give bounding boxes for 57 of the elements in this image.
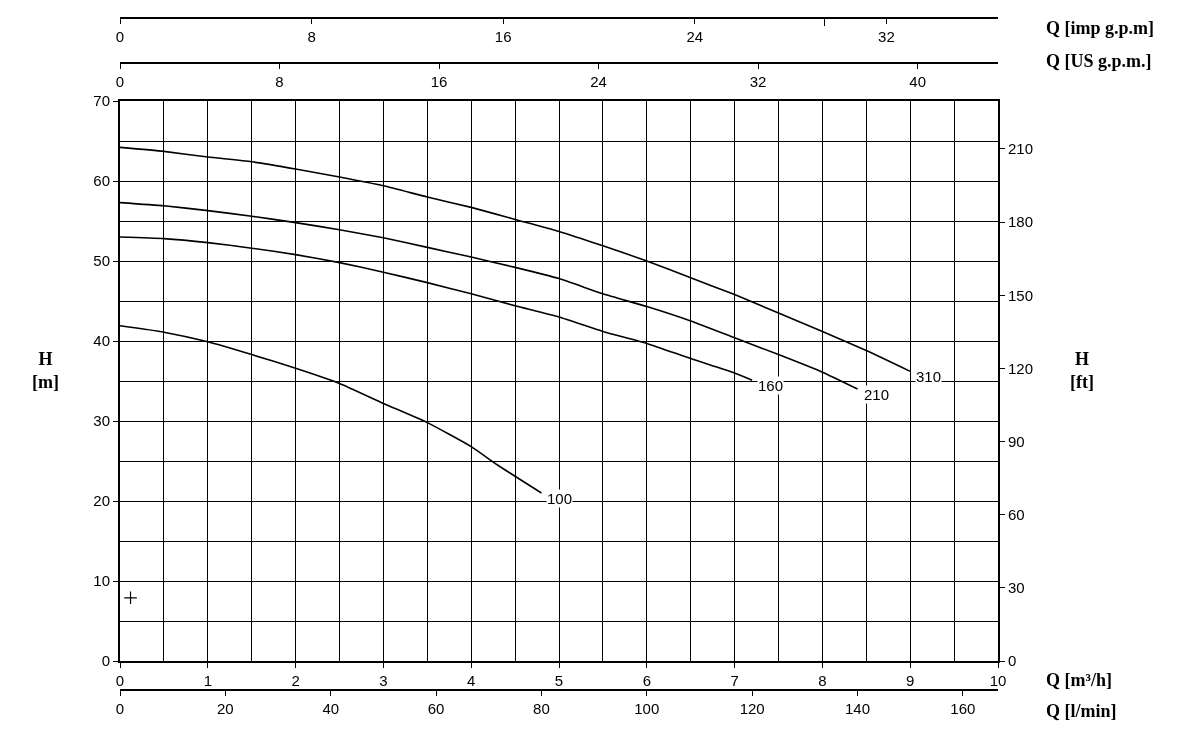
- x-axis-title: Q [m³/h]: [1046, 670, 1112, 690]
- y2-tick-label: 120: [1008, 359, 1034, 377]
- y-tick-label: 40: [93, 332, 110, 350]
- series-label: 160: [758, 377, 784, 394]
- x-tick-label: 40: [909, 73, 926, 90]
- y2-tick-label: 150: [1008, 286, 1034, 304]
- y-tick-label: 10: [93, 572, 110, 590]
- x-tick-label: 0: [115, 672, 125, 690]
- x-tick-label: 0: [115, 28, 125, 45]
- x-tick-label: 10: [989, 672, 1007, 690]
- x-tick-label: 3: [379, 672, 388, 690]
- y2-tick-label: 60: [1008, 505, 1025, 523]
- x-tick-label: 1: [203, 672, 212, 690]
- x-tick-label: 7: [730, 672, 739, 690]
- y-tick-label: 0: [101, 652, 110, 670]
- x-tick-label: 0: [115, 73, 125, 90]
- x-tick-label: 16: [430, 73, 448, 90]
- x2-tick-label: 120: [739, 699, 765, 717]
- x-tick-label: 24: [686, 28, 704, 45]
- series-label: 100: [547, 490, 573, 507]
- x-tick-label: 4: [467, 672, 476, 690]
- y2-tick-label: 30: [1008, 579, 1025, 597]
- x2-tick-label: 0: [115, 699, 125, 717]
- x-tick-label: 32: [878, 28, 895, 45]
- x2-tick-label: 100: [634, 699, 660, 717]
- y-tick-label: 20: [93, 492, 110, 510]
- y2-tick-label: 90: [1008, 432, 1025, 450]
- y2-tick-label: 210: [1008, 140, 1034, 158]
- x2-tick-label: 160: [950, 699, 976, 717]
- x2-tick-label: 20: [217, 699, 234, 717]
- y2-axis-title: H [ft]: [1070, 349, 1094, 393]
- x-tick-label: 9: [906, 672, 915, 690]
- y-tick-label: 60: [93, 172, 110, 190]
- x-tick-label: 8: [307, 28, 316, 45]
- y-axis-title: H [m]: [32, 349, 59, 393]
- x-tick-label: 2: [291, 672, 300, 690]
- x-axis-title: Q [imp g.p.m]: [1046, 18, 1154, 38]
- x-tick-label: 8: [818, 672, 827, 690]
- y-tick-label: 70: [93, 92, 110, 110]
- x-axis-title: Q [US g.p.m.]: [1046, 51, 1152, 71]
- x-tick-label: 5: [554, 672, 564, 690]
- series-label: 310: [916, 368, 942, 385]
- x2-tick-label: 80: [533, 699, 550, 717]
- x-tick-label: 32: [749, 73, 767, 90]
- series-label: 210: [864, 386, 890, 403]
- x-tick-label: 6: [642, 672, 651, 690]
- x2-tick-label: 40: [322, 699, 340, 717]
- x-tick-label: 24: [590, 73, 607, 90]
- x-tick-label: 8: [275, 73, 284, 90]
- x2-tick-label: 140: [844, 699, 871, 717]
- y-tick-label: 50: [93, 252, 110, 270]
- x2-tick-label: 60: [427, 699, 445, 717]
- x2-axis-title: Q [l/min]: [1046, 701, 1117, 721]
- y2-tick-label: 0: [1008, 652, 1017, 670]
- y-tick-label: 30: [93, 412, 110, 430]
- x-tick-label: 16: [494, 28, 512, 45]
- y2-tick-label: 180: [1008, 213, 1034, 231]
